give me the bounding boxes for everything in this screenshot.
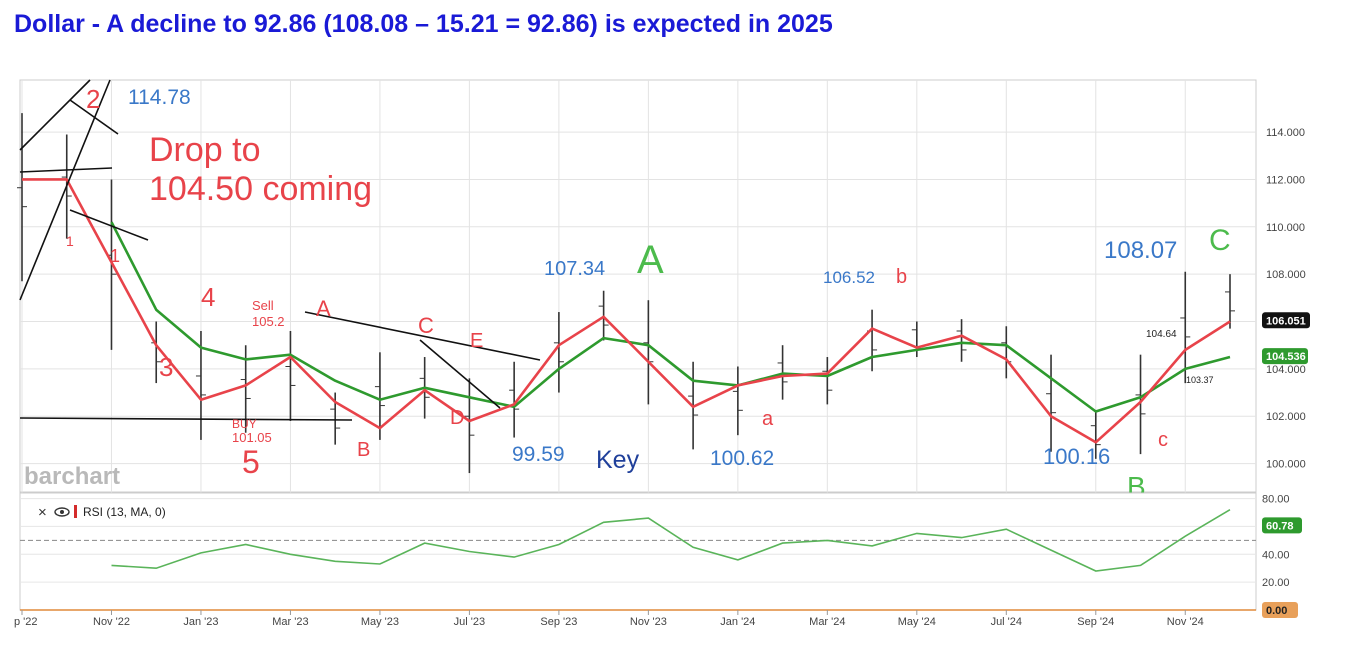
watermark: barchart [24, 463, 120, 490]
rsi-value-tag [1262, 517, 1302, 534]
rsi-tick-label: 80.00 [1262, 494, 1290, 506]
blue-price-annotation: 100.62 [710, 447, 774, 470]
wave-label: 1 [66, 233, 74, 249]
x-tick-label: Sep '24 [1077, 616, 1114, 628]
chart-headline: Dollar - A decline to 92.86 (108.08 – 15… [14, 10, 833, 38]
rsi-line [111, 509, 1231, 572]
wave-label: 3 [159, 352, 173, 382]
blue-price-annotation: 106.52 [823, 268, 875, 287]
x-tick-label: Nov '22 [93, 616, 130, 628]
buy-note: BUY [232, 417, 257, 431]
key-annotation: Key [596, 446, 640, 474]
rsi-value-tag-label: 60.78 [1266, 520, 1294, 532]
price-tick-label: 108.000 [1266, 269, 1306, 281]
date-x-axis: p '22 Nov '22 Jan '23 Mar '23 May '23 Jul '23… [14, 610, 1204, 628]
price-tick-label: 104.000 [1266, 364, 1306, 376]
x-tick-label: Sep '23 [540, 616, 577, 628]
corrective-label: a [762, 408, 774, 430]
price-value-tag-label: 106.051 [1266, 315, 1306, 327]
c-to-d-line [419, 339, 501, 409]
price-tick-label: 102.000 [1266, 411, 1306, 423]
x-tick-label: Jul '24 [991, 616, 1022, 628]
blue-price-annotation: 99.59 [512, 443, 565, 466]
wave-label: 5 [242, 444, 260, 480]
rsi-zero-tag-label: 0.00 [1266, 605, 1287, 617]
price-tick-label: 114.000 [1266, 127, 1305, 139]
x-tick-label: Mar '24 [809, 616, 845, 628]
x-tick-label: Nov '24 [1167, 616, 1204, 628]
x-tick-label: Nov '23 [630, 616, 667, 628]
eye-icon-pupil [60, 510, 64, 514]
drop-to-annotation: Drop to [149, 131, 261, 169]
x-tick-label: Mar '23 [272, 616, 308, 628]
price-tick-label: 112.000 [1266, 174, 1305, 186]
x-tick-label: May '24 [898, 616, 936, 628]
corrective-label: B [357, 439, 370, 461]
rsi-tick-label: 20.00 [1262, 577, 1290, 589]
blue-price-annotation: 107.34 [544, 258, 605, 280]
up-channel-line-2 [19, 79, 111, 301]
annotation-layer: 114.78 107.34 106.52 108.07 100.62 100.16 99.5… [24, 84, 1231, 502]
price-value-tag [1262, 348, 1308, 365]
wave-label: 2 [86, 84, 100, 114]
moving-average-lines [22, 178, 1231, 444]
corrective-label: c [1158, 429, 1168, 451]
corrective-label: C [418, 313, 434, 338]
blue-price-annotation: 100.16 [1043, 444, 1110, 469]
blue-price-annotation: 114.78 [128, 86, 191, 109]
x-tick-label: Jan '24 [720, 616, 755, 628]
rsi-color-swatch [74, 505, 77, 518]
up-channel-line-1 [19, 79, 91, 151]
wave-label: 1 [110, 246, 120, 266]
sell-note: 105.2 [252, 314, 285, 329]
trend-lines [19, 79, 541, 421]
drop-to-annotation: 104.50 coming [149, 170, 372, 208]
small-price-label: 103.37 [1186, 375, 1214, 385]
eye-icon[interactable] [54, 507, 70, 517]
blue-price-annotation: 108.07 [1104, 237, 1177, 264]
rsi-zero-tag [1262, 602, 1298, 618]
sell-trend-line [304, 311, 541, 361]
top-fan-line [69, 99, 119, 135]
price-tick-label: 100.000 [1266, 459, 1306, 471]
ma-slow-line [110, 221, 1231, 413]
corrective-label: A [316, 296, 331, 321]
price-panel-frame [19, 79, 1257, 493]
rsi-panel-frame [19, 492, 1257, 611]
corrective-label: D [450, 407, 464, 429]
x-tick-label: Jul '23 [454, 616, 485, 628]
green-wave-label: C [1209, 224, 1231, 257]
ma-fast-line [22, 178, 1231, 444]
buy-horizontal-line [19, 417, 353, 421]
x-tick-label: Jan '23 [183, 616, 218, 628]
corrective-label: b [896, 266, 907, 288]
small-price-label: 104.64 [1146, 329, 1177, 340]
green-wave-label: A [637, 238, 664, 282]
sell-note: Sell [252, 298, 274, 313]
rsi-indicator-label: RSI (13, MA, 0) [83, 505, 166, 519]
wave-1-line [19, 167, 113, 173]
x-tick-label: May '23 [361, 616, 399, 628]
price-y-axis: 114.000112.000110.000108.000106.000104.0… [1262, 127, 1310, 471]
wave-fan-line [69, 209, 149, 241]
wave-label: 4 [201, 282, 215, 312]
corrective-label: E [470, 330, 483, 352]
buy-note: 101.05 [232, 430, 272, 445]
rsi-tick-label: 40.00 [1262, 549, 1290, 561]
close-icon: × [38, 504, 47, 521]
price-tick-label: 110.000 [1266, 222, 1305, 234]
x-tick-label: p '22 [14, 616, 38, 628]
price-value-tag-label: 104.536 [1266, 351, 1306, 363]
price-value-tag [1262, 312, 1310, 329]
